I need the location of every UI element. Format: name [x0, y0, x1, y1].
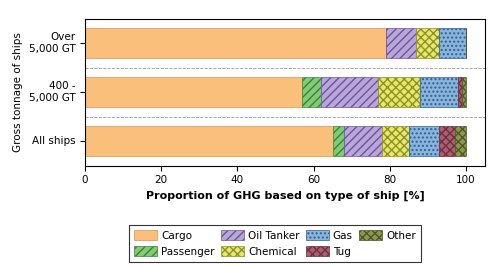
Bar — [321, 77, 378, 107]
Bar — [440, 29, 466, 58]
Bar — [378, 77, 420, 107]
Legend: Cargo, Passenger, Oil Tanker, Chemical, Gas, Tug, Other: Cargo, Passenger, Oil Tanker, Chemical, … — [129, 225, 421, 262]
Bar — [382, 126, 409, 156]
Y-axis label: Gross tonnage of ships: Gross tonnage of ships — [13, 32, 23, 152]
Bar — [458, 77, 462, 107]
Bar — [332, 126, 344, 156]
Bar — [420, 77, 459, 107]
Bar — [85, 29, 386, 58]
X-axis label: Proportion of GHG based on type of ship [%]: Proportion of GHG based on type of ship … — [146, 191, 424, 201]
Bar — [416, 29, 440, 58]
Bar — [440, 126, 454, 156]
Bar — [302, 77, 321, 107]
Bar — [386, 29, 416, 58]
Bar — [85, 77, 302, 107]
Bar — [454, 126, 466, 156]
Bar — [462, 77, 466, 107]
Bar — [409, 126, 440, 156]
Bar — [344, 126, 382, 156]
Bar — [85, 126, 332, 156]
